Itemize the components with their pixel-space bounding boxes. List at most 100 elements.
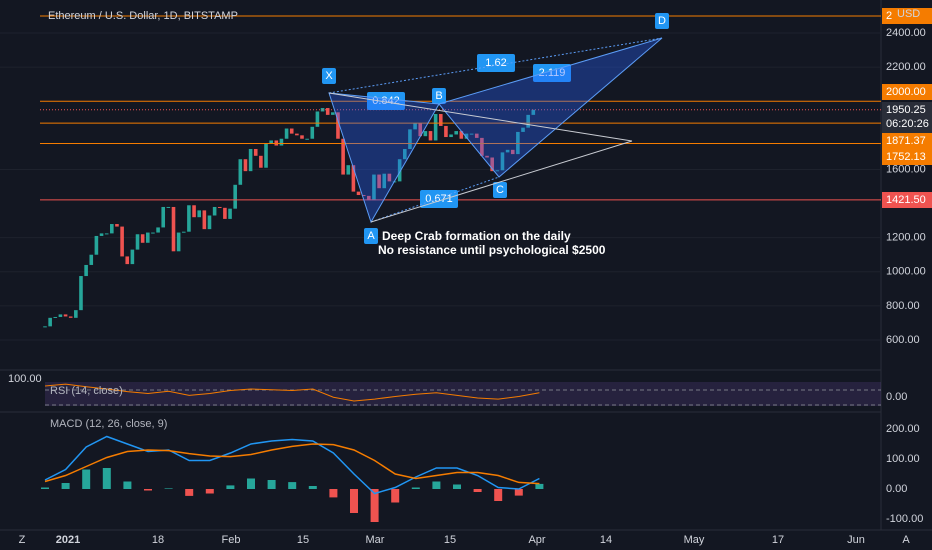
candle xyxy=(197,210,201,218)
level-label: 1871.37 xyxy=(886,135,926,147)
point-label: C xyxy=(496,184,504,196)
candle xyxy=(228,208,232,219)
macd-bar xyxy=(185,489,194,496)
price-tick: 1200.00 xyxy=(886,232,926,244)
note: Deep Crab formation on the daily xyxy=(382,229,571,243)
candle xyxy=(469,133,474,135)
price-tick: 2400.00 xyxy=(886,27,926,39)
ratio-tag xyxy=(477,54,515,72)
candle xyxy=(146,232,150,243)
time-tick: 17 xyxy=(772,534,784,546)
candle xyxy=(279,138,284,146)
triangle-line xyxy=(370,140,633,223)
macd-bar xyxy=(267,480,276,489)
candle xyxy=(403,148,407,160)
candle xyxy=(433,114,438,141)
macd-bar xyxy=(288,482,297,489)
candle xyxy=(89,254,94,265)
candle xyxy=(438,114,443,126)
candle xyxy=(367,195,371,201)
candle xyxy=(300,135,304,139)
candle xyxy=(207,215,212,230)
candle xyxy=(243,159,248,172)
price-tick: 2200.00 xyxy=(886,61,926,73)
candle xyxy=(331,112,335,115)
candle xyxy=(269,140,273,144)
time-tick: Jun xyxy=(847,534,865,546)
xab-leg xyxy=(328,92,440,224)
candle xyxy=(253,148,258,156)
time-tick: 14 xyxy=(600,534,612,546)
candle xyxy=(413,123,417,130)
candle xyxy=(485,155,489,158)
macd-bar xyxy=(102,468,111,489)
macd-bar xyxy=(411,487,420,489)
symbol-title: Ethereum / U.S. Dollar, 1D, BITSTAMP xyxy=(48,10,238,22)
macd-bar xyxy=(473,489,482,492)
macd-bar xyxy=(164,488,173,489)
harmonic-pattern xyxy=(328,37,663,224)
note: No resistance until psychological $2500 xyxy=(378,243,606,257)
candle xyxy=(510,149,515,155)
candle xyxy=(248,148,253,172)
countdown: 06:20:26 xyxy=(886,118,929,130)
candle xyxy=(356,191,361,196)
candle xyxy=(259,155,263,168)
candle xyxy=(531,109,536,115)
point-tag xyxy=(322,68,336,84)
price-tick: 1000.00 xyxy=(886,266,926,278)
candle xyxy=(346,165,351,175)
level-label: 1950.25 xyxy=(886,104,926,116)
ratio-label: 2.119 xyxy=(539,67,566,79)
level-label: 2000.00 xyxy=(886,86,926,98)
point-label: X xyxy=(325,70,333,82)
candle xyxy=(48,317,52,327)
candle xyxy=(120,226,124,257)
candle xyxy=(387,173,392,182)
candle xyxy=(115,224,119,227)
candle xyxy=(377,174,381,189)
candle xyxy=(264,143,268,168)
rsi-top: 100.00 xyxy=(8,373,42,385)
ratio-label: 0.671 xyxy=(425,193,453,205)
candle xyxy=(223,207,227,219)
triangle-line xyxy=(328,92,633,142)
candle xyxy=(423,131,428,137)
ratio-label: 1.62 xyxy=(485,57,506,69)
macd-bar xyxy=(308,486,317,489)
macd-bar xyxy=(123,481,132,489)
candle xyxy=(79,276,83,311)
point-label: B xyxy=(435,90,442,102)
candle xyxy=(361,195,366,197)
level-tag xyxy=(882,8,932,24)
candle xyxy=(397,159,402,182)
level-label: 1421.50 xyxy=(886,194,926,206)
candle xyxy=(171,206,176,252)
candle xyxy=(418,123,423,137)
candle xyxy=(526,114,530,128)
rsi-label: RSI (14, close) xyxy=(50,385,123,397)
candle xyxy=(454,131,458,135)
candle xyxy=(325,108,330,115)
time-tick: 15 xyxy=(444,534,456,546)
point-label: D xyxy=(658,15,666,27)
candle xyxy=(408,129,412,149)
candle xyxy=(181,231,186,233)
macd-bar xyxy=(432,481,441,489)
ratio-tag xyxy=(533,64,571,82)
level-label: 2 xyxy=(886,10,892,22)
point-tag xyxy=(655,13,669,29)
candle xyxy=(217,206,222,208)
macd-tick: 0.00 xyxy=(886,483,907,495)
time-tick: Feb xyxy=(222,534,241,546)
candle xyxy=(351,165,356,192)
macd-bar xyxy=(535,483,544,489)
candle xyxy=(449,134,453,138)
candle xyxy=(212,206,217,216)
candle xyxy=(464,133,469,139)
macd-bar xyxy=(205,489,214,494)
point-tag xyxy=(432,88,446,104)
price-tick: 800.00 xyxy=(886,300,920,312)
xd-line xyxy=(328,37,663,94)
